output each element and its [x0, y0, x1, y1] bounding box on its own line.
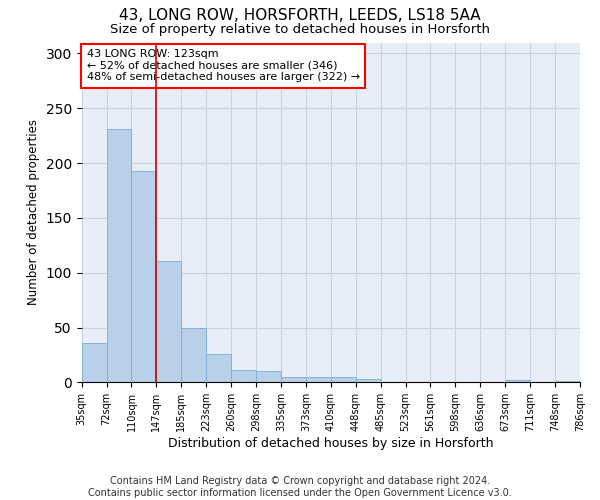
Bar [505, 380, 530, 382]
Bar [107, 129, 131, 382]
Text: Size of property relative to detached houses in Horsforth: Size of property relative to detached ho… [110, 22, 490, 36]
Bar [82, 343, 107, 382]
Bar [306, 377, 331, 382]
Bar [356, 379, 380, 382]
Bar [281, 377, 306, 382]
X-axis label: Distribution of detached houses by size in Horsforth: Distribution of detached houses by size … [168, 437, 494, 450]
Text: 43, LONG ROW, HORSFORTH, LEEDS, LS18 5AA: 43, LONG ROW, HORSFORTH, LEEDS, LS18 5AA [119, 8, 481, 22]
Text: 43 LONG ROW: 123sqm
← 52% of detached houses are smaller (346)
48% of semi-detac: 43 LONG ROW: 123sqm ← 52% of detached ho… [86, 50, 360, 82]
Y-axis label: Number of detached properties: Number of detached properties [27, 120, 40, 306]
Bar [181, 328, 206, 382]
Bar [231, 370, 256, 382]
Text: Contains HM Land Registry data © Crown copyright and database right 2024.
Contai: Contains HM Land Registry data © Crown c… [88, 476, 512, 498]
Bar [206, 354, 231, 382]
Bar [256, 372, 281, 382]
Bar [157, 260, 181, 382]
Bar [331, 377, 356, 382]
Bar [131, 171, 157, 382]
